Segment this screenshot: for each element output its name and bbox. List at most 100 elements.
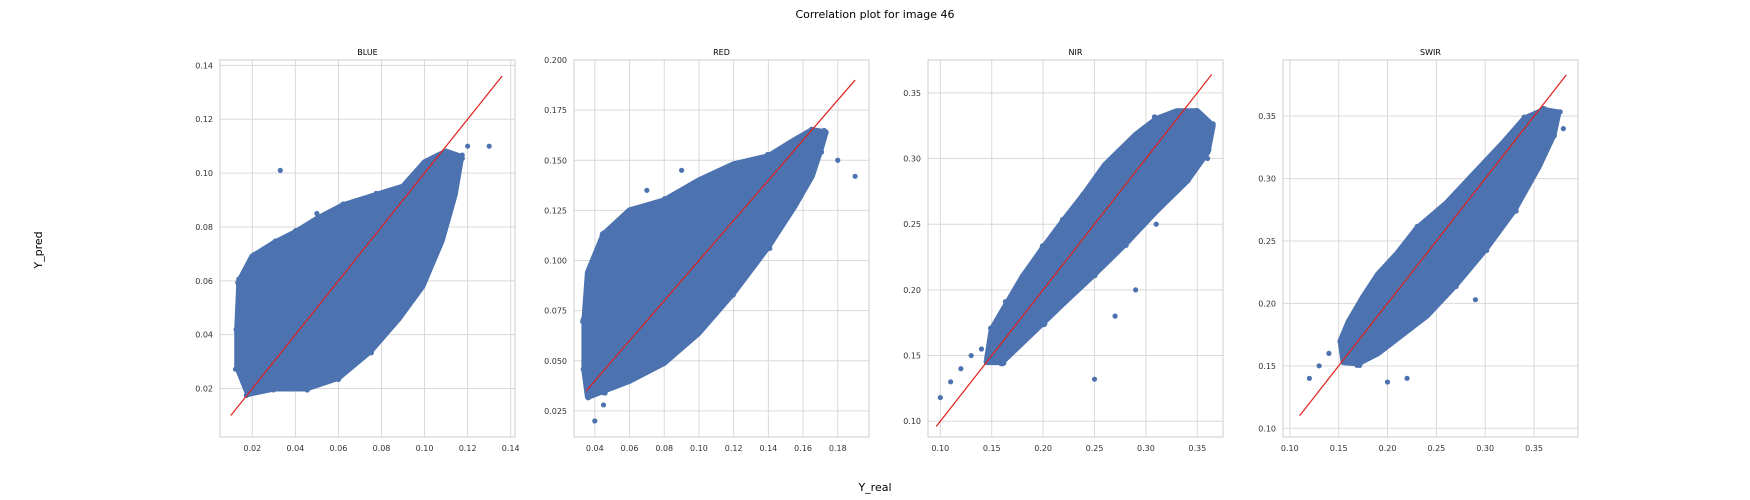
x-tick-label: 0.15 (983, 444, 1001, 453)
scatter-point (1560, 126, 1566, 132)
scatter-point (1194, 107, 1200, 114)
scatter-point (1175, 108, 1182, 114)
scatter-point (1206, 147, 1212, 153)
scatter-point (731, 161, 737, 167)
y-tick-label: 0.12 (195, 115, 213, 124)
subplot-red: RED 0.04 0.06 0.08 0.10 0.12 0.14 0.16 0.18 0.025… (544, 48, 870, 453)
subplot-swir: SWIR 0.10 0.15 0.20 0.25 0.30 0.35 0.10 0.15 0.20… (1258, 48, 1579, 453)
subplot-nir: NIR 0.10 0.15 0.20 0.25 0.30 0.35 0.10 0.15 0.20 0… (903, 48, 1224, 453)
subplot-title: RED (713, 48, 730, 57)
subplot-grid: BLUE 0.02 0.04 0.06 0.08 0.10 0.12 0.14 0.02 0.04… (195, 48, 1579, 453)
scatter-point (459, 152, 465, 158)
scatter-point (1002, 299, 1008, 305)
figure-x-label: Y_real (857, 481, 891, 494)
scatter-point (1133, 287, 1139, 293)
y-tick-label: 0.025 (544, 407, 567, 416)
scatter-point (400, 224, 406, 230)
scatter-point (713, 308, 719, 314)
scatter-point (600, 402, 607, 408)
x-tick-label: 0.35 (1525, 444, 1543, 453)
scatter-point (1092, 271, 1098, 277)
x-tick-label: 0.14 (502, 444, 520, 453)
scatter-point (1510, 209, 1516, 215)
scatter-point (978, 346, 985, 352)
y-tick-label: 0.10 (195, 169, 213, 178)
y-tick-label: 0.25 (1258, 237, 1276, 246)
x-tick-label: 0.06 (621, 444, 639, 453)
scatter-point (1484, 247, 1490, 254)
x-tick-label: 0.25 (1427, 444, 1445, 453)
y-tick-label: 0.04 (195, 331, 213, 340)
scatter-point (1210, 121, 1216, 127)
scatter-point (835, 157, 841, 163)
y-tick-label: 0.100 (544, 257, 567, 266)
scatter-point (465, 143, 471, 149)
y-tick-label: 0.35 (1258, 112, 1276, 121)
scatter-point (1133, 132, 1139, 138)
scatter-point (968, 352, 974, 359)
x-tick-label: 0.14 (759, 444, 777, 453)
scatter-point (767, 151, 773, 157)
x-tick-label: 0.04 (586, 444, 604, 453)
x-tick-label: 0.15 (1330, 444, 1348, 453)
scatter-point (373, 190, 379, 196)
scatter-point (764, 155, 771, 161)
x-tick-label: 0.04 (286, 444, 304, 453)
scatter-point (1384, 379, 1391, 385)
scatter-point (998, 360, 1004, 367)
scatter-point (1453, 283, 1459, 290)
y-tick-label: 0.02 (195, 385, 213, 394)
x-tick-label: 0.10 (1281, 444, 1299, 453)
scatter-point (1337, 338, 1343, 345)
scatter-point (765, 242, 771, 249)
y-tick-label: 0.20 (1258, 299, 1276, 308)
y-tick-label: 0.30 (1258, 175, 1276, 184)
scatter-point (233, 326, 239, 333)
scatter-point (678, 167, 685, 173)
scatter-point (292, 228, 299, 234)
scatter-point (251, 251, 257, 258)
x-tick-label: 0.06 (330, 444, 348, 453)
scatter-point (335, 251, 342, 257)
x-tick-label: 0.18 (829, 444, 847, 453)
scatter-point (1424, 312, 1431, 318)
scatter-point (423, 160, 429, 166)
scatter-point (314, 359, 320, 365)
scatter-point (1060, 298, 1066, 304)
subplot-blue: BLUE 0.02 0.04 0.06 0.08 0.10 0.12 0.14 0.02 0.04… (195, 48, 519, 453)
scatter-point (1019, 339, 1025, 345)
identity-line (230, 75, 503, 416)
scatter-point (1112, 313, 1118, 319)
x-tick-label: 0.12 (459, 444, 477, 453)
scatter-point (1061, 217, 1067, 224)
x-tick-label: 0.10 (931, 444, 949, 453)
scatter-point (357, 305, 363, 311)
y-tick-label: 0.08 (195, 223, 213, 232)
axes-frame (1282, 59, 1579, 438)
identity-line (585, 79, 856, 392)
scatter-point (271, 305, 277, 311)
axes-frame (573, 59, 870, 438)
scatter-point (1316, 363, 1322, 369)
x-tick-label: 0.30 (1476, 444, 1494, 453)
x-tick-label: 0.10 (416, 444, 434, 453)
y-tick-label: 0.10 (1258, 424, 1276, 433)
scatter-point (394, 317, 400, 323)
scatter-point (1404, 375, 1410, 381)
scatter-point (729, 291, 735, 298)
scatter-point (1442, 202, 1448, 208)
y-tick-label: 0.15 (903, 352, 921, 361)
y-tick-label: 0.35 (903, 89, 921, 98)
x-tick-label: 0.12 (725, 444, 743, 453)
scatter-point (418, 282, 424, 288)
scatter-point (695, 330, 701, 336)
scatter-point (626, 227, 633, 234)
scatter-point (378, 278, 385, 284)
y-tick-label: 0.175 (544, 106, 567, 115)
x-tick-label: 0.16 (794, 444, 812, 453)
axes-frame (219, 59, 516, 438)
scatter-point (452, 190, 459, 196)
scatter-point (585, 395, 591, 401)
y-tick-label: 0.050 (544, 357, 567, 366)
